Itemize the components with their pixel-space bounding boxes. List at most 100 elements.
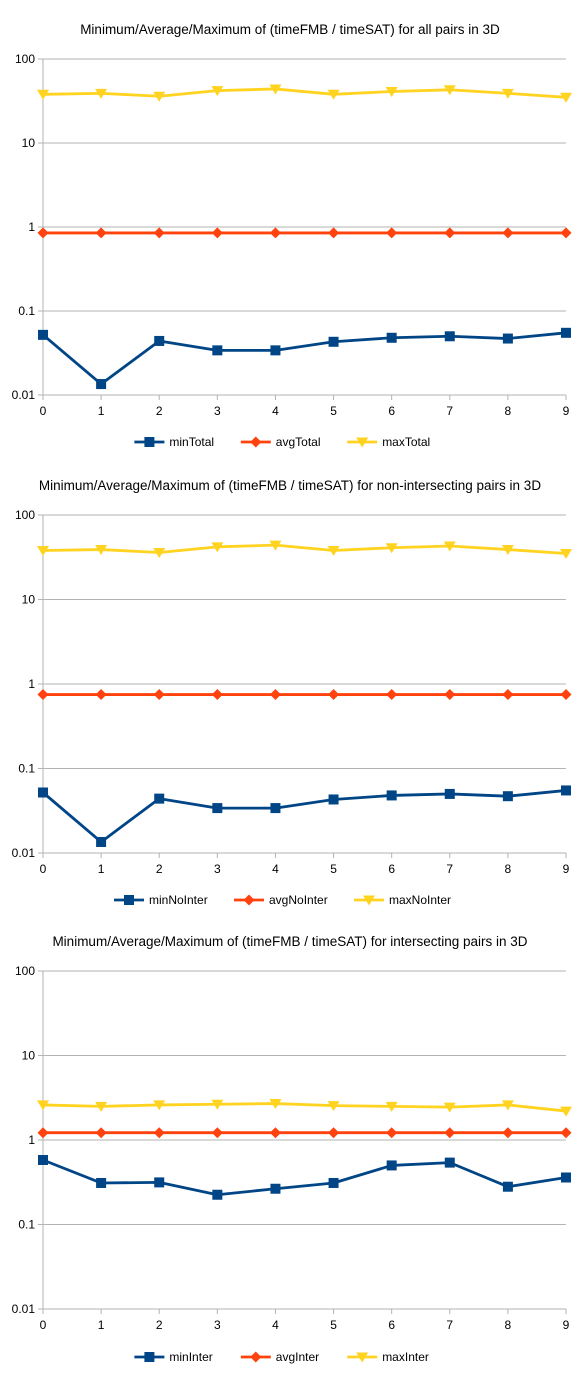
legend-marker: [244, 895, 255, 906]
series-line: [43, 1104, 566, 1112]
legend-marker: [144, 1352, 154, 1362]
data-point: [96, 1178, 106, 1188]
series-line: [43, 790, 566, 842]
data-point: [328, 1127, 339, 1138]
data-point: [38, 330, 48, 340]
data-point: [561, 328, 571, 338]
data-point: [561, 1172, 571, 1182]
data-point: [502, 689, 513, 700]
legend-label: avgInter: [276, 1350, 319, 1364]
data-point: [96, 227, 107, 238]
series-minInter: [38, 1155, 571, 1200]
data-point: [329, 337, 339, 347]
series-avgInter: [38, 1127, 572, 1138]
x-tick-label: 2: [156, 862, 163, 876]
data-point: [561, 689, 572, 700]
data-point: [154, 689, 165, 700]
chart-svg-all-pairs: Minimum/Average/Maximum of (timeFMB / ti…: [0, 0, 580, 460]
data-point: [270, 689, 281, 700]
series-line: [43, 1160, 566, 1195]
x-tick-label: 3: [214, 1318, 221, 1332]
series-minTotal: [38, 328, 571, 389]
x-tick-label: 5: [330, 404, 337, 418]
y-tick-label: 0.01: [12, 388, 36, 402]
y-tick-label: 0.01: [12, 846, 36, 860]
series-minNoInter: [38, 785, 571, 847]
y-tick-label: 0.1: [18, 1218, 35, 1232]
data-point: [328, 227, 339, 238]
data-point: [154, 1127, 165, 1138]
series-avgNoInter: [38, 689, 572, 700]
chart-all-pairs: Minimum/Average/Maximum of (timeFMB / ti…: [0, 0, 580, 460]
legend-item-minNoInter: minNoInter: [114, 893, 208, 907]
series-avgTotal: [38, 227, 572, 238]
data-point: [212, 689, 223, 700]
data-point: [561, 227, 572, 238]
legend: minInter avgInter maxInter: [134, 1350, 428, 1364]
chart-title: Minimum/Average/Maximum of (timeFMB / ti…: [52, 934, 527, 949]
x-tick-label: 4: [272, 862, 279, 876]
data-point: [270, 345, 280, 355]
legend-marker: [250, 437, 261, 448]
data-point: [212, 345, 222, 355]
series-maxTotal: [37, 84, 572, 102]
data-point: [212, 1190, 222, 1200]
data-point: [387, 790, 397, 800]
data-point: [444, 227, 455, 238]
data-point: [386, 689, 397, 700]
data-point: [96, 1127, 107, 1138]
data-point: [212, 803, 222, 813]
x-tick-label: 7: [446, 862, 453, 876]
data-point: [96, 379, 106, 389]
data-point: [38, 1155, 48, 1165]
x-tick-label: 0: [40, 404, 47, 418]
legend: minTotal avgTotal maxTotal: [134, 435, 430, 449]
legend-item-minInter: minInter: [134, 1350, 212, 1364]
legend-label: avgTotal: [276, 435, 321, 449]
legend-marker: [144, 437, 154, 447]
data-point: [38, 787, 48, 797]
data-point: [38, 227, 49, 238]
data-point: [328, 689, 339, 700]
y-tick-label: 1: [28, 677, 35, 691]
x-tick-label: 1: [98, 404, 105, 418]
legend-label: minInter: [169, 1350, 212, 1364]
x-tick-label: 1: [98, 862, 105, 876]
x-tick-label: 6: [388, 1318, 395, 1332]
data-point: [387, 1160, 397, 1170]
legend-item-minTotal: minTotal: [134, 435, 214, 449]
data-point: [270, 227, 281, 238]
legend-item-maxTotal: maxTotal: [347, 435, 430, 449]
legend-label: maxTotal: [382, 435, 430, 449]
legend-marker: [250, 1352, 261, 1363]
x-tick-label: 5: [330, 862, 337, 876]
legend-item-avgNoInter: avgNoInter: [234, 893, 328, 907]
y-tick-label: 0.1: [18, 762, 35, 776]
x-tick-label: 4: [272, 1318, 279, 1332]
y-tick-label: 1: [28, 220, 35, 234]
legend-label: minTotal: [169, 435, 214, 449]
y-tick-label: 100: [15, 964, 35, 978]
data-point: [444, 1127, 455, 1138]
data-point: [212, 227, 223, 238]
y-tick-label: 10: [22, 1049, 36, 1063]
data-point: [212, 1127, 223, 1138]
data-point: [502, 1127, 513, 1138]
legend-item-avgTotal: avgTotal: [241, 435, 321, 449]
y-tick-label: 10: [22, 136, 36, 150]
data-point: [329, 794, 339, 804]
data-point: [503, 791, 513, 801]
data-point: [270, 1184, 280, 1194]
x-tick-label: 8: [505, 404, 512, 418]
x-tick-label: 8: [505, 1318, 512, 1332]
y-tick-label: 0.01: [12, 1302, 36, 1316]
x-tick-label: 5: [330, 1318, 337, 1332]
legend-marker: [124, 895, 134, 905]
data-point: [386, 1127, 397, 1138]
data-point: [270, 1127, 281, 1138]
data-point: [154, 1177, 164, 1187]
x-tick-label: 3: [214, 404, 221, 418]
data-point: [96, 689, 107, 700]
data-point: [96, 837, 106, 847]
y-tick-label: 10: [22, 593, 36, 607]
